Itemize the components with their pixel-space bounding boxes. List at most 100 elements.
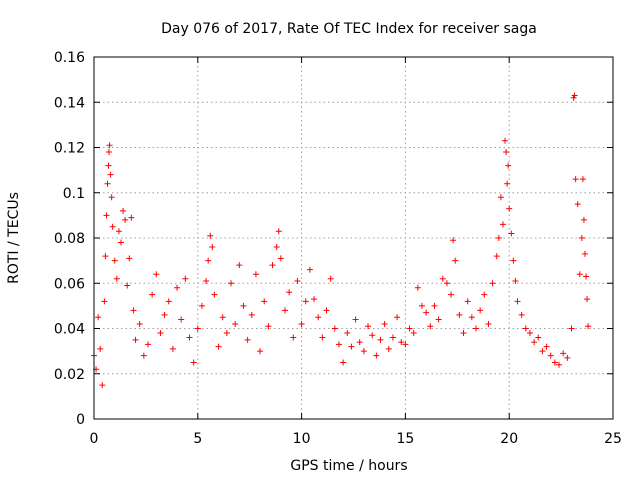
y-tick-label: 0.06 <box>54 276 85 292</box>
data-point <box>584 296 591 303</box>
data-points <box>91 92 592 389</box>
y-axis-label: ROTI / TECUs <box>6 192 22 284</box>
data-point <box>427 323 434 330</box>
data-point <box>443 280 450 287</box>
data-point <box>128 214 135 221</box>
data-point <box>244 336 251 343</box>
x-tick-label: 25 <box>604 431 622 447</box>
data-point <box>365 323 372 330</box>
x-axis-label: GPS time / hours <box>290 458 407 474</box>
data-point <box>223 330 230 337</box>
data-point <box>298 320 305 327</box>
data-point <box>574 201 581 208</box>
data-point <box>497 194 504 201</box>
data-point <box>568 325 575 332</box>
data-point <box>373 352 380 359</box>
data-point <box>504 180 511 187</box>
data-point <box>95 314 102 321</box>
x-tick-labels: 0 5 10 15 20 25 <box>90 431 622 447</box>
data-point <box>275 228 282 235</box>
data-point <box>485 320 492 327</box>
data-point <box>108 194 115 201</box>
data-point <box>311 296 318 303</box>
data-point <box>265 323 272 330</box>
data-point <box>450 237 457 244</box>
data-point <box>207 232 214 239</box>
data-point <box>585 323 592 330</box>
data-point <box>286 289 293 296</box>
data-point <box>140 352 147 359</box>
data-point <box>508 230 515 237</box>
data-point <box>269 262 276 269</box>
data-point <box>381 320 388 327</box>
data-point <box>130 307 137 314</box>
data-point <box>120 207 127 214</box>
data-point <box>456 311 463 318</box>
data-point <box>240 302 247 309</box>
data-point <box>323 307 330 314</box>
y-tick-label: 0.1 <box>63 186 85 202</box>
data-point <box>580 216 587 223</box>
data-point <box>340 359 347 366</box>
x-tick-label: 15 <box>396 431 414 447</box>
y-tick-label: 0.08 <box>54 231 85 247</box>
y-tick-label: 0 <box>76 412 85 428</box>
data-point <box>481 291 488 298</box>
data-point <box>327 275 334 282</box>
data-point <box>335 341 342 348</box>
data-point <box>205 257 212 264</box>
y-tick-label: 0.12 <box>54 141 85 157</box>
data-point <box>104 180 111 187</box>
data-point <box>113 275 120 282</box>
data-point <box>512 277 519 284</box>
data-point <box>136 320 143 327</box>
data-point <box>186 334 193 341</box>
data-point <box>503 149 510 156</box>
data-point <box>489 280 496 287</box>
data-point <box>477 307 484 314</box>
data-point <box>117 239 124 246</box>
data-point <box>261 298 268 305</box>
data-point <box>228 280 235 287</box>
data-point <box>539 348 546 355</box>
data-point <box>165 298 172 305</box>
data-point <box>385 345 392 352</box>
data-point <box>543 343 550 350</box>
data-point <box>315 314 322 321</box>
data-point <box>560 350 567 357</box>
data-point <box>273 244 280 251</box>
y-tick-labels: 0 0.02 0.04 0.06 0.08 0.1 0.12 0.14 0.16 <box>54 50 85 428</box>
data-point <box>182 275 189 282</box>
y-tick-label: 0.16 <box>54 50 85 66</box>
data-point <box>306 266 313 273</box>
data-point <box>105 149 112 156</box>
x-tick-label: 10 <box>293 431 311 447</box>
data-point <box>109 223 116 230</box>
data-point <box>277 255 284 262</box>
data-point <box>190 359 197 366</box>
data-point <box>178 316 185 323</box>
data-point <box>132 336 139 343</box>
data-point <box>526 330 533 337</box>
chart-title: Day 076 of 2017, Rate Of TEC Index for r… <box>161 21 537 37</box>
data-point <box>502 137 509 144</box>
data-point <box>571 92 578 99</box>
data-point <box>377 336 384 343</box>
x-tick-label: 20 <box>500 431 518 447</box>
data-point <box>302 298 309 305</box>
data-point <box>389 334 396 341</box>
data-point <box>281 307 288 314</box>
data-point <box>556 361 563 368</box>
data-point <box>581 250 588 257</box>
data-point <box>232 320 239 327</box>
data-point <box>495 235 502 241</box>
y-tick-label: 0.02 <box>54 367 85 383</box>
data-point <box>219 314 226 321</box>
data-point <box>319 334 326 341</box>
data-point <box>551 359 558 366</box>
data-point <box>153 271 160 278</box>
data-point <box>406 325 413 332</box>
data-point <box>583 273 590 280</box>
data-point <box>460 330 467 337</box>
data-point <box>518 311 525 318</box>
